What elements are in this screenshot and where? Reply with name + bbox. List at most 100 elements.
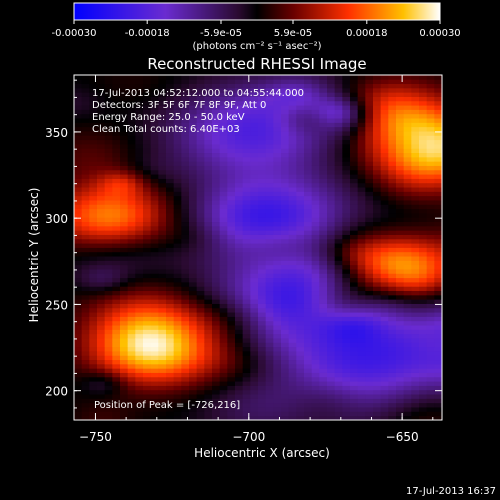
heatmap-cell xyxy=(189,238,198,244)
heatmap-cell xyxy=(150,195,159,201)
heatmap-cell xyxy=(265,407,274,412)
heatmap-cell xyxy=(403,191,412,197)
heatmap-cell xyxy=(204,389,213,395)
heatmap-cell xyxy=(396,182,405,188)
annotation-energy-range: Energy Range: 25.0 - 50.0 keV xyxy=(92,112,245,123)
heatmap-cell xyxy=(97,359,106,365)
heatmap-cell xyxy=(143,221,152,227)
heatmap-cell xyxy=(296,165,305,171)
heatmap-cell xyxy=(196,312,205,317)
heatmap-cell xyxy=(250,273,259,279)
heatmap-cell xyxy=(120,411,129,417)
heatmap-cell xyxy=(265,372,274,378)
heatmap-cell xyxy=(150,96,159,102)
heatmap-cell xyxy=(181,200,190,205)
heatmap-cell xyxy=(296,329,305,335)
heatmap-cell xyxy=(97,260,106,266)
heatmap-cell xyxy=(426,381,435,386)
heatmap-cell xyxy=(97,338,106,343)
heatmap-cell xyxy=(311,407,320,412)
heatmap-cell xyxy=(388,316,397,322)
heatmap-cell xyxy=(204,333,213,339)
y-tick-label: 350 xyxy=(45,126,68,140)
heatmap-cell xyxy=(112,109,121,115)
heatmap-cell xyxy=(81,100,90,106)
heatmap-cell xyxy=(173,415,182,420)
heatmap-cell xyxy=(296,204,305,210)
heatmap-cell xyxy=(173,75,182,80)
heatmap-cell xyxy=(388,234,397,240)
heatmap-cell xyxy=(296,355,305,361)
colorbar-tick-label: 0.00018 xyxy=(346,28,387,39)
heatmap-cell xyxy=(150,217,159,223)
heatmap-cell xyxy=(403,251,412,257)
heatmap-cell xyxy=(288,187,297,192)
heatmap-cell xyxy=(403,79,412,85)
heatmap-cell xyxy=(434,411,442,417)
heatmap-cell xyxy=(120,273,129,279)
heatmap-cell xyxy=(242,394,251,399)
heatmap-cell xyxy=(281,368,290,373)
heatmap-cell xyxy=(304,122,313,128)
heatmap-cell xyxy=(250,381,259,386)
heatmap-cell xyxy=(181,161,190,166)
heatmap-cell xyxy=(365,256,374,261)
heatmap-cell xyxy=(196,346,205,352)
heatmap-cell xyxy=(342,217,351,223)
heatmap-cell xyxy=(365,359,374,365)
heatmap-cell xyxy=(265,148,274,154)
heatmap-cell xyxy=(258,83,267,89)
heatmap-cell xyxy=(97,178,106,184)
heatmap-cell xyxy=(373,307,382,313)
heatmap-cell xyxy=(135,282,144,287)
heatmap-cell xyxy=(350,368,359,373)
heatmap-cell xyxy=(158,87,167,93)
heatmap-cell xyxy=(89,389,98,395)
heatmap-cell xyxy=(434,359,442,365)
heatmap-cell xyxy=(403,165,412,171)
heatmap-cell xyxy=(181,195,190,201)
heatmap-cell xyxy=(296,264,305,270)
heatmap-cell xyxy=(219,191,228,197)
heatmap-cell xyxy=(150,256,159,261)
heatmap-cell xyxy=(189,372,198,378)
heatmap-cell xyxy=(173,264,182,270)
heatmap-cell xyxy=(365,131,374,136)
heatmap-cell xyxy=(258,251,267,257)
heatmap-cell xyxy=(342,256,351,261)
heatmap-cell xyxy=(419,303,428,309)
heatmap-cell xyxy=(304,208,313,214)
heatmap-cell xyxy=(311,96,320,102)
heatmap-cell xyxy=(357,376,366,382)
heatmap-cell xyxy=(120,338,129,343)
heatmap-cell xyxy=(74,260,83,266)
heatmap-cell xyxy=(166,411,175,417)
heatmap-cell xyxy=(227,156,236,162)
heatmap-cell xyxy=(426,411,435,417)
heatmap-cell xyxy=(288,139,297,145)
heatmap-cell xyxy=(426,79,435,85)
heatmap-cell xyxy=(97,83,106,89)
heatmap-cell xyxy=(273,230,282,235)
heatmap-cell xyxy=(204,221,213,227)
heatmap-cell xyxy=(357,372,366,378)
heatmap-cell xyxy=(74,294,83,300)
heatmap-cell xyxy=(388,96,397,102)
heatmap-cell xyxy=(365,187,374,192)
heatmap-cell xyxy=(219,320,228,326)
heatmap-cell xyxy=(273,355,282,361)
heatmap-cell xyxy=(196,247,205,253)
heatmap-cell xyxy=(273,290,282,296)
heatmap-cell xyxy=(150,407,159,412)
heatmap-cell xyxy=(388,368,397,373)
heatmap-cell xyxy=(327,96,336,102)
heatmap-cell xyxy=(311,368,320,373)
heatmap-cell xyxy=(181,402,190,408)
heatmap-cell xyxy=(173,83,182,89)
heatmap-cell xyxy=(403,333,412,339)
heatmap-cell xyxy=(365,161,374,166)
heatmap-cell xyxy=(250,178,259,184)
heatmap-cell xyxy=(204,247,213,253)
heatmap-cell xyxy=(281,273,290,279)
heatmap-cell xyxy=(242,260,251,266)
